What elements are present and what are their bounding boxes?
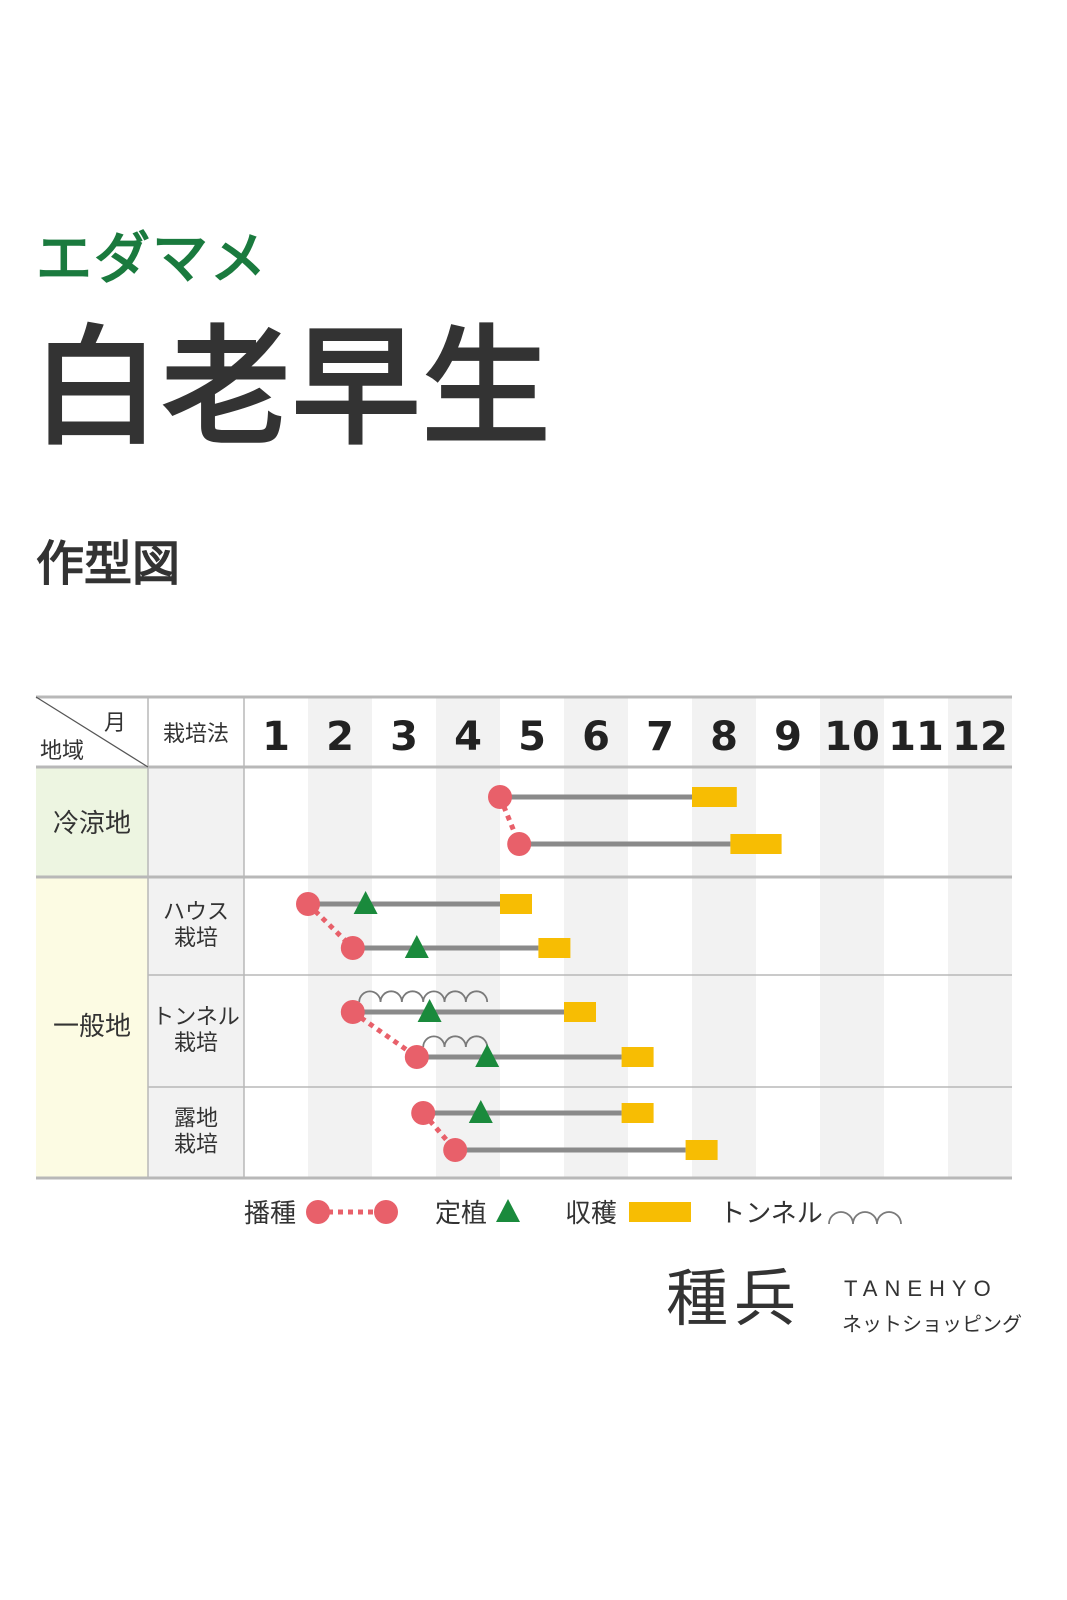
legend-label: 定植 (435, 1199, 487, 1229)
sowing-marker (411, 1101, 436, 1125)
month-tick-label: 12 (952, 714, 1008, 760)
method-header-bg (148, 697, 244, 767)
legend-harvest-bar (629, 1202, 691, 1222)
legend-tunnel-marker (828, 1211, 902, 1225)
method-label: 露地 (174, 1107, 218, 1132)
harvest-bar (538, 938, 571, 958)
month-tick-label: 3 (390, 714, 418, 760)
month-tick-label: 10 (824, 714, 880, 760)
month-tick-label: 7 (646, 714, 674, 760)
brand-logo: 種兵 TANEHYO ネットショッピング (666, 1268, 1026, 1348)
region-cell-bg (36, 767, 148, 877)
month-column-shade (948, 697, 1012, 1178)
region-label: 一般地 (53, 1012, 131, 1042)
tunnel-marker (422, 1035, 489, 1048)
region-axis-label: 地域 (40, 739, 84, 764)
legend-sowing-dot (374, 1200, 398, 1224)
month-tick-label: 2 (326, 714, 354, 760)
method-axis-label: 栽培法 (163, 722, 229, 747)
legend-label: トンネル (719, 1199, 822, 1229)
sowing-marker (404, 1045, 429, 1069)
month-column-shade (564, 697, 628, 1178)
harvest-bar (730, 834, 782, 854)
planting-marker (404, 935, 429, 958)
month-tick-label: 8 (710, 714, 738, 760)
month-tick-label: 9 (774, 714, 802, 760)
brand-mark: 種兵 (666, 1262, 803, 1335)
legend-label: 収穫 (565, 1199, 617, 1229)
month-tick-label: 6 (582, 714, 610, 760)
harvest-bar (621, 1103, 654, 1123)
method-label: トンネル (152, 1005, 240, 1030)
tunnel-marker (358, 990, 489, 1003)
sowing-link (351, 1009, 419, 1060)
category-label: エダマメ (36, 227, 268, 292)
region-cell-bg (36, 877, 148, 1178)
planting-marker (353, 891, 378, 914)
harvest-bar (685, 1140, 718, 1160)
harvest-bar (692, 787, 737, 807)
planting-marker (475, 1044, 500, 1067)
month-tick-label: 4 (454, 714, 482, 760)
harvest-bar (621, 1047, 654, 1067)
region-label: 冷涼地 (53, 809, 131, 839)
planting-marker (417, 999, 442, 1022)
chart-heading: 作型図 (36, 536, 181, 592)
sowing-marker (340, 936, 365, 960)
sowing-marker (507, 832, 532, 856)
month-tick-label: 1 (262, 714, 290, 760)
legend-label: 播種 (244, 1199, 296, 1229)
sowing-marker (340, 1000, 365, 1024)
header-diagonal (35, 696, 149, 768)
month-axis-label: 月 (104, 711, 126, 736)
sowing-marker (443, 1138, 468, 1162)
method-label: 栽培 (174, 1031, 218, 1056)
month-column-shade (692, 697, 756, 1178)
brand-name: TANEHYO (844, 1276, 998, 1301)
brand-tagline: ネットショッピング (842, 1312, 1022, 1336)
sowing-marker (488, 785, 512, 809)
method-column-bg (148, 767, 244, 1178)
method-label: 栽培 (174, 1133, 218, 1158)
month-column-shade (436, 697, 500, 1178)
method-label: 栽培 (174, 926, 218, 951)
month-tick-label: 11 (888, 714, 944, 760)
harvest-bar (564, 1002, 596, 1022)
product-title: 白老早生 (32, 314, 553, 463)
method-label: ハウス (163, 900, 229, 925)
sowing-marker (296, 892, 320, 916)
legend-sowing-dot (306, 1200, 330, 1224)
planting-marker (468, 1100, 493, 1123)
legend-planting-marker (496, 1199, 520, 1222)
month-column-shade (820, 697, 884, 1178)
month-column-shade (308, 697, 372, 1178)
harvest-bar (500, 894, 532, 914)
month-tick-label: 5 (518, 714, 546, 760)
